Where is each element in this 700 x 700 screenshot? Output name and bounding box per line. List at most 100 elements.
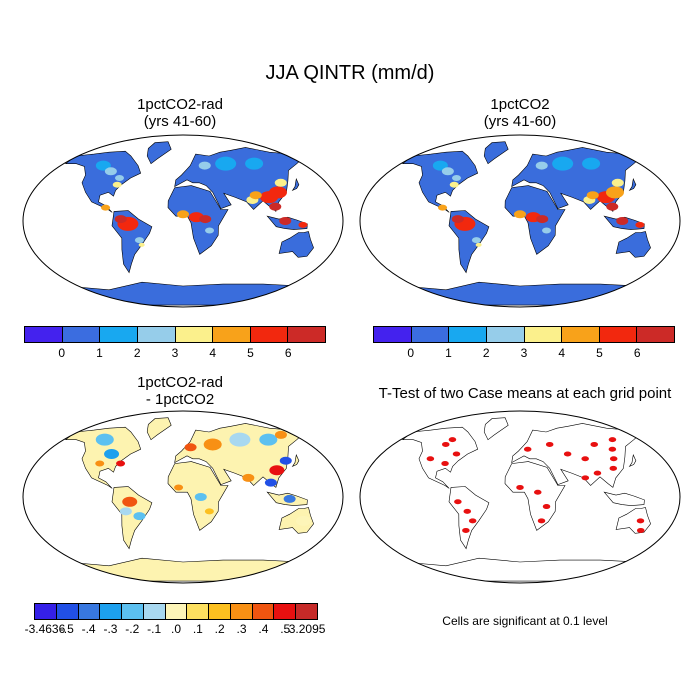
- colorbar-swatch: [213, 327, 251, 342]
- field-blob: [606, 202, 619, 211]
- field-blob: [198, 161, 211, 170]
- colorbar-tick-label: 0: [58, 346, 66, 360]
- colorbar-swatch: [288, 327, 325, 342]
- continent-japan: [291, 178, 300, 192]
- colorbar-swatch: [35, 604, 57, 619]
- field-blob: [204, 508, 214, 515]
- field-blob: [535, 161, 548, 170]
- field-blob: [242, 473, 255, 482]
- colorbar-swatch: [250, 327, 289, 342]
- significant-cell: [452, 451, 461, 457]
- panel-title-diff: 1pctCO2-rad - 1pctCO2: [137, 374, 223, 408]
- field-blob: [138, 242, 145, 247]
- continent-greenland: [146, 417, 172, 441]
- continent-northAmerica: [64, 426, 142, 489]
- colorbar-tick-label: 6: [284, 346, 292, 360]
- field-blob: [199, 215, 212, 224]
- colorbar-swatch: [637, 327, 674, 342]
- continent-greenland: [483, 417, 509, 441]
- continent-australia: [278, 231, 314, 258]
- field-blob: [122, 496, 138, 507]
- figure-title: JJA QINTR (mm/d): [265, 62, 435, 84]
- field-blob: [269, 202, 282, 211]
- continent-antarctica: [402, 557, 638, 582]
- significant-cell: [563, 451, 572, 457]
- significance-note: Cells are significant at 0.1 level: [442, 614, 608, 628]
- field-blob: [438, 204, 448, 211]
- field-blob: [112, 181, 122, 188]
- colorbar-swatch: [296, 604, 317, 619]
- field-blob: [205, 227, 215, 234]
- colorbar-rad: [24, 326, 326, 343]
- colorbar-full: [373, 326, 675, 343]
- panel-title-rad: 1pctCO2-rad (yrs 41-60): [137, 96, 223, 130]
- significant-cell: [608, 437, 617, 443]
- significant-cell: [454, 499, 462, 505]
- colorbar-full-ticks: 0 1 2 3 4 5 6: [373, 346, 675, 362]
- field-blob: [298, 221, 308, 228]
- significant-cell: [537, 518, 546, 524]
- field-blob: [552, 156, 574, 171]
- field-blob: [203, 438, 222, 451]
- panel-title-ttest: T-Test of two Case means at each grid po…: [378, 385, 672, 402]
- field-blob: [635, 221, 645, 228]
- map-boundary: [22, 410, 344, 584]
- colorbar-swatch: [187, 604, 210, 619]
- field-blob: [582, 157, 601, 170]
- field-blob: [274, 430, 287, 439]
- continent-australia: [615, 507, 651, 534]
- colorbar-rad-ticks: 0 1 2 3 4 5 6: [24, 346, 326, 362]
- field-blob: [215, 156, 237, 171]
- field-blob: [449, 181, 459, 188]
- colorbar-swatch: [230, 604, 253, 619]
- field-blob: [116, 460, 126, 467]
- field-blob: [451, 215, 464, 224]
- field-blob: [542, 227, 552, 234]
- panel-title-full: 1pctCO2 (yrs 41-60): [483, 96, 557, 130]
- field-blob: [451, 175, 461, 181]
- continent-northAmerica: [401, 150, 479, 213]
- significant-cell: [609, 465, 618, 471]
- significant-cell: [581, 475, 590, 481]
- continent-antarctica: [65, 557, 301, 582]
- significant-cell: [593, 470, 602, 476]
- colorbar-tick-label: 1: [96, 346, 103, 360]
- colorbar-swatch: [56, 604, 79, 619]
- colorbar-tick-label: 4: [209, 346, 217, 360]
- significant-cell: [590, 441, 598, 447]
- colorbar-tick-label: .4: [258, 622, 269, 636]
- significant-cell: [463, 508, 472, 514]
- map-full: [359, 134, 681, 308]
- field-blob: [514, 210, 526, 219]
- field-blob: [177, 210, 189, 219]
- colorbar-swatch: [524, 327, 563, 342]
- field-blob: [269, 465, 285, 476]
- significant-cell: [523, 446, 532, 452]
- field-blob: [119, 507, 132, 516]
- colorbar-swatch: [137, 327, 176, 342]
- continent-japan: [628, 454, 637, 468]
- colorbar-tick-label: 4: [558, 346, 566, 360]
- colorbar-swatch: [411, 327, 450, 342]
- map-boundary: [359, 410, 681, 584]
- colorbar-tick-label: 0: [407, 346, 415, 360]
- significant-cell: [442, 441, 450, 447]
- field-blob: [104, 167, 117, 176]
- colorbar-swatch: [78, 604, 101, 619]
- colorbar-tick-label: 1: [445, 346, 452, 360]
- colorbar-tick-label: 2: [482, 346, 490, 360]
- map-diff: [22, 410, 344, 584]
- field-blob: [441, 167, 454, 176]
- field-blob: [95, 160, 111, 171]
- colorbar-tick-label: .2: [214, 622, 225, 636]
- colorbar-tick-label: -.3: [103, 622, 118, 636]
- colorbar-tick-label: 3: [520, 346, 528, 360]
- significant-cell: [581, 456, 589, 462]
- field-blob: [475, 242, 482, 247]
- colorbar-swatch: [100, 327, 138, 342]
- colorbar-tick-label: -.1: [147, 622, 162, 636]
- continent-africa: [504, 461, 566, 531]
- significant-cell: [609, 456, 618, 462]
- significant-cell: [426, 456, 435, 462]
- colorbar-tick-label: -.4: [81, 622, 96, 636]
